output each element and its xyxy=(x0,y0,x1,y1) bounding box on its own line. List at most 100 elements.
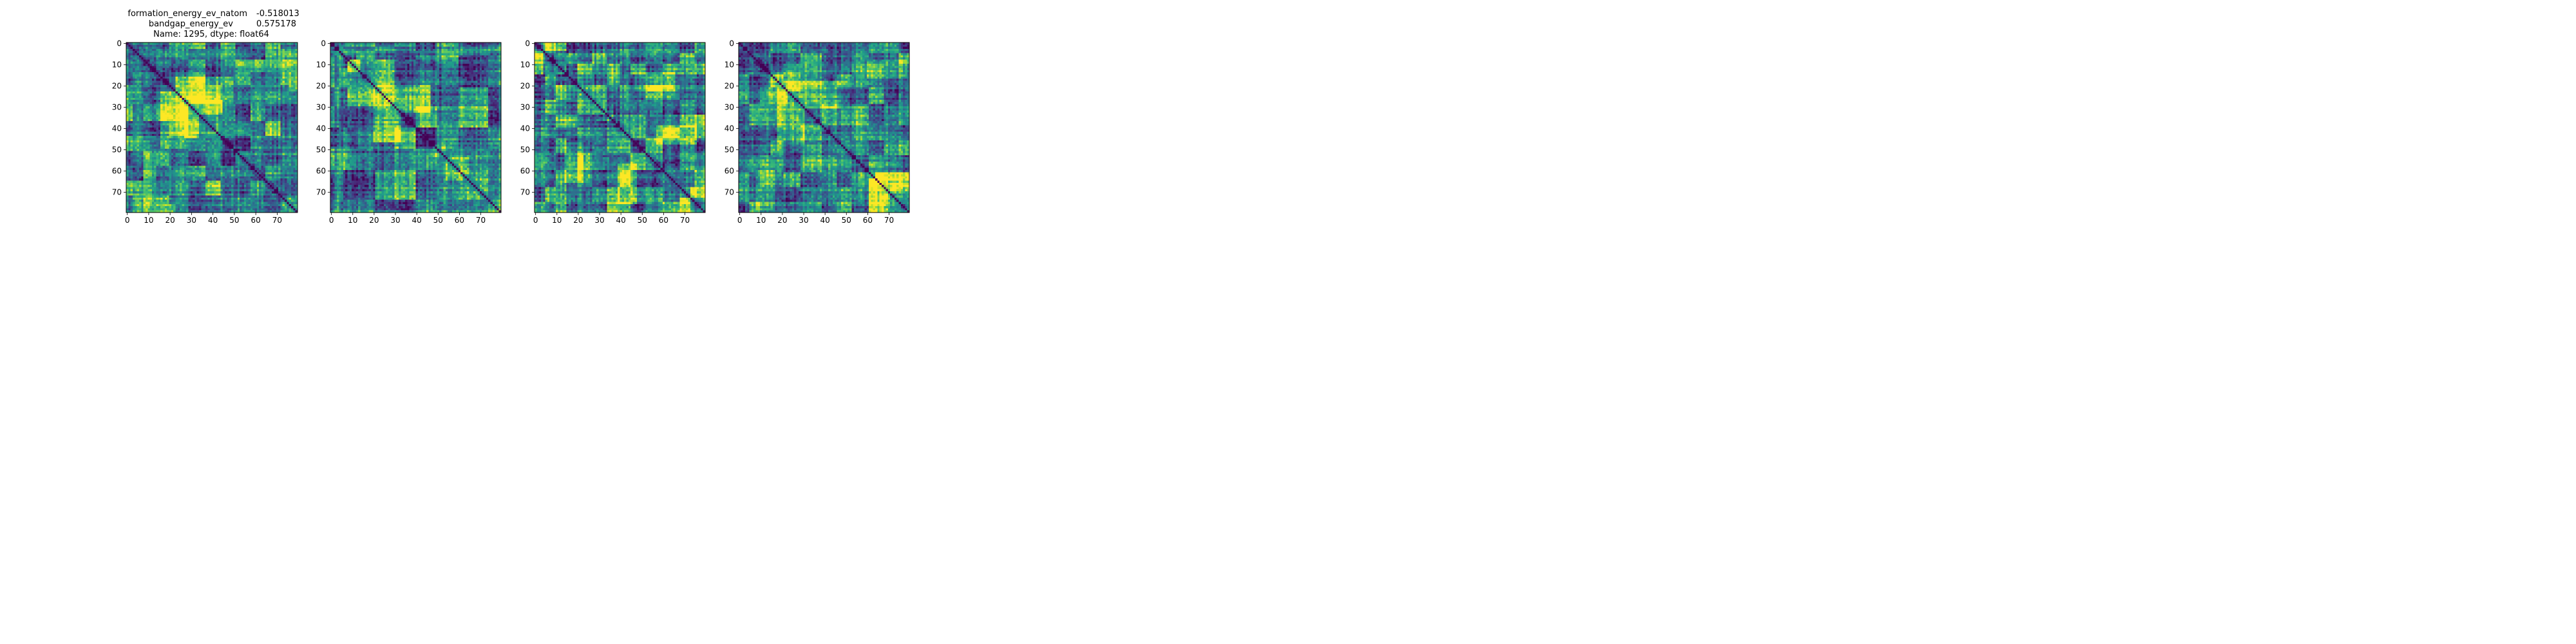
heatmap-cell xyxy=(289,97,292,100)
heatmap-cell xyxy=(143,46,146,50)
heatmap-cell xyxy=(216,97,219,100)
heatmap-cell xyxy=(237,102,240,105)
heatmap-cell xyxy=(182,53,185,56)
heatmap-cell xyxy=(173,159,176,162)
heatmap-cell xyxy=(182,55,185,58)
heatmap-cell xyxy=(149,197,153,200)
heatmap-cell xyxy=(175,138,178,141)
heatmap-cell xyxy=(128,89,131,92)
heatmap-cell xyxy=(242,80,245,84)
heatmap-cell xyxy=(280,79,283,81)
heatmap-cell xyxy=(295,66,298,68)
heatmap-cell xyxy=(175,108,178,111)
heatmap-cell xyxy=(252,108,255,111)
heatmap-cell xyxy=(158,76,161,79)
heatmap-cell xyxy=(167,164,169,166)
heatmap-cell xyxy=(190,106,193,109)
heatmap-cell xyxy=(243,128,247,130)
heatmap-cell xyxy=(190,121,193,124)
heatmap-cell xyxy=(287,97,290,100)
heatmap-cell xyxy=(149,206,153,209)
heatmap-cell xyxy=(240,59,242,62)
heatmap-cell xyxy=(184,189,187,192)
heatmap-cell xyxy=(252,93,255,96)
heatmap-cell xyxy=(227,85,229,88)
heatmap-cell xyxy=(214,85,217,88)
heatmap-cell xyxy=(149,74,153,77)
heatmap-cell xyxy=(141,136,144,138)
heatmap-cell xyxy=(229,44,232,47)
heatmap-cell xyxy=(182,138,185,141)
heatmap-cell xyxy=(267,55,270,58)
heatmap-cell xyxy=(196,95,200,99)
heatmap-cell xyxy=(224,104,227,107)
heatmap-cell xyxy=(190,82,193,86)
heatmap-cell xyxy=(224,129,227,132)
heatmap-cell xyxy=(267,117,270,120)
heatmap-cell xyxy=(293,48,296,52)
heatmap-cell xyxy=(145,128,148,130)
heatmap-cell xyxy=(145,174,148,177)
heatmap-cell xyxy=(272,70,274,73)
heatmap-cell xyxy=(272,112,274,115)
heatmap-cell xyxy=(203,95,206,99)
heatmap-cell xyxy=(162,46,166,50)
heatmap-cell xyxy=(194,55,198,58)
heatmap-cell xyxy=(169,115,172,117)
heatmap-cell xyxy=(171,204,174,207)
heatmap-cell xyxy=(164,191,167,194)
heatmap-cell xyxy=(180,57,182,60)
heatmap-cell xyxy=(130,43,133,45)
heatmap-cell xyxy=(171,195,174,198)
heatmap-cell xyxy=(175,89,178,92)
heatmap-cell xyxy=(212,87,214,90)
heatmap-cell xyxy=(147,118,150,122)
heatmap-cell xyxy=(196,68,200,71)
heatmap-cell xyxy=(196,79,200,81)
heatmap-cell xyxy=(243,72,247,75)
heatmap-cell xyxy=(177,180,180,184)
heatmap-cell xyxy=(199,70,202,73)
heatmap-cell xyxy=(209,93,213,96)
heatmap-cell xyxy=(293,43,296,45)
heatmap-cell xyxy=(203,55,206,58)
heatmap-cell xyxy=(184,59,187,62)
heatmap-cell xyxy=(126,117,129,120)
heatmap-cell xyxy=(252,89,255,92)
heatmap-cell xyxy=(126,142,129,145)
heatmap-cell xyxy=(280,48,283,52)
heatmap-cell xyxy=(218,80,221,84)
heatmap-cell xyxy=(263,70,266,73)
heatmap-cell xyxy=(188,91,191,94)
heatmap-cell xyxy=(167,200,169,202)
heatmap-cell xyxy=(175,210,178,213)
heatmap-cell xyxy=(209,123,213,126)
heatmap-cell xyxy=(214,159,217,162)
heatmap-cell xyxy=(186,180,189,184)
heatmap-cell xyxy=(132,55,135,58)
heatmap-cell xyxy=(274,48,277,52)
heatmap-cell xyxy=(158,70,161,73)
heatmap-cell xyxy=(171,208,174,211)
heatmap-cell xyxy=(212,68,214,71)
heatmap-cell xyxy=(184,44,187,47)
heatmap-cell xyxy=(194,142,198,145)
heatmap-cell xyxy=(295,128,298,130)
heatmap-cell xyxy=(282,100,285,102)
heatmap-cell xyxy=(156,117,159,120)
heatmap-cell xyxy=(130,123,133,126)
heatmap-cell xyxy=(132,131,135,135)
heatmap-cell xyxy=(280,118,283,122)
heatmap-cell xyxy=(196,189,200,192)
heatmap-cell xyxy=(171,110,174,113)
heatmap-cell xyxy=(190,170,193,173)
heatmap-cell xyxy=(207,174,211,177)
heatmap-cell xyxy=(135,102,137,105)
heatmap-cell xyxy=(242,106,245,109)
heatmap-cell xyxy=(216,64,219,66)
heatmap-cell xyxy=(162,100,166,102)
heatmap-cell xyxy=(224,93,227,96)
heatmap-cell xyxy=(188,74,191,77)
heatmap-cell xyxy=(214,125,217,128)
heatmap-cell xyxy=(173,146,176,149)
